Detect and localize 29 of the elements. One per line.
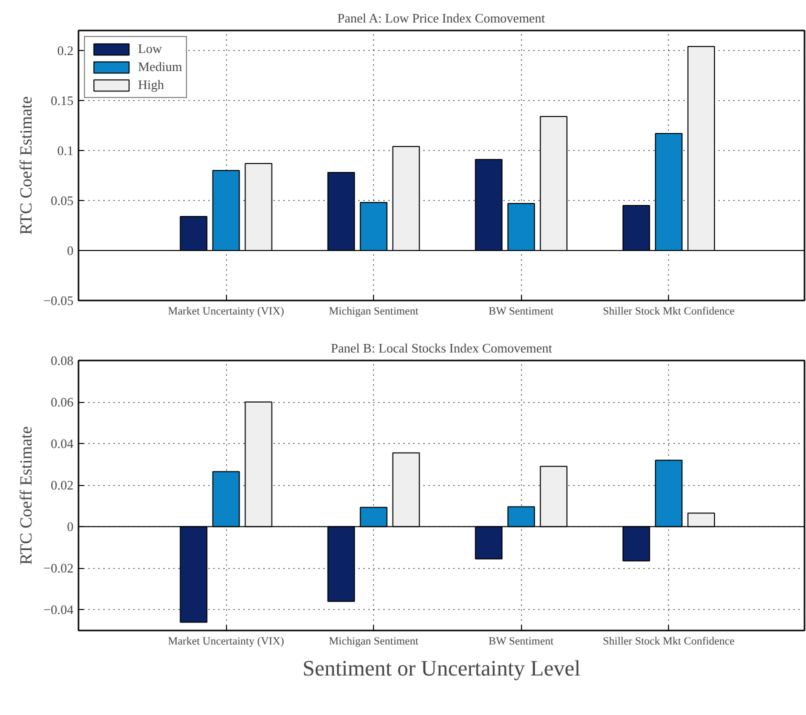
legend-label: High [138,77,164,93]
y-tick-label: 0.02 [50,478,74,493]
y-tick-label: 0.2 [57,43,74,58]
y-tick-label: 0.08 [50,353,74,368]
y-tick-label: 0 [67,243,74,258]
y-tick-label: 0.05 [50,193,74,208]
x-tick-label: Market Uncertainty (VIX) [168,636,284,648]
y-tick-label: 0.15 [50,93,74,108]
x-tick-label: Market Uncertainty (VIX) [168,306,284,318]
chart-title: Panel B: Local Stocks Index Comovement [330,340,553,356]
y-tick-label: −0.02 [43,560,74,576]
y-axis-title: RTC Coeff Estimate [16,96,36,235]
x-tick-label: BW Sentiment [488,636,554,648]
x-tick-label: BW Sentiment [488,306,554,318]
legend-label: Medium [138,59,182,75]
x-tick-label: Michigan Sentiment [328,636,418,648]
y-axis-title: RTC Coeff Estimate [16,426,36,565]
x-tick-label: Shiller Stock Mkt Confidence [602,306,735,318]
chart-title: Panel A: Low Price Index Comovement [337,10,546,26]
x-tick-label: Shiller Stock Mkt Confidence [602,636,735,648]
x-axis-title: Sentiment or Uncertainty Level [302,656,580,680]
y-tick-label: 0.04 [50,436,74,452]
y-tick-label: 0.06 [50,394,74,410]
y-tick-label: −0.05 [43,293,74,308]
y-tick-label: 0 [67,519,74,534]
x-tick-label: Michigan Sentiment [328,306,418,318]
y-tick-label: −0.04 [43,602,74,618]
legend-label: Low [138,41,162,57]
y-tick-label: 0.1 [57,143,74,158]
